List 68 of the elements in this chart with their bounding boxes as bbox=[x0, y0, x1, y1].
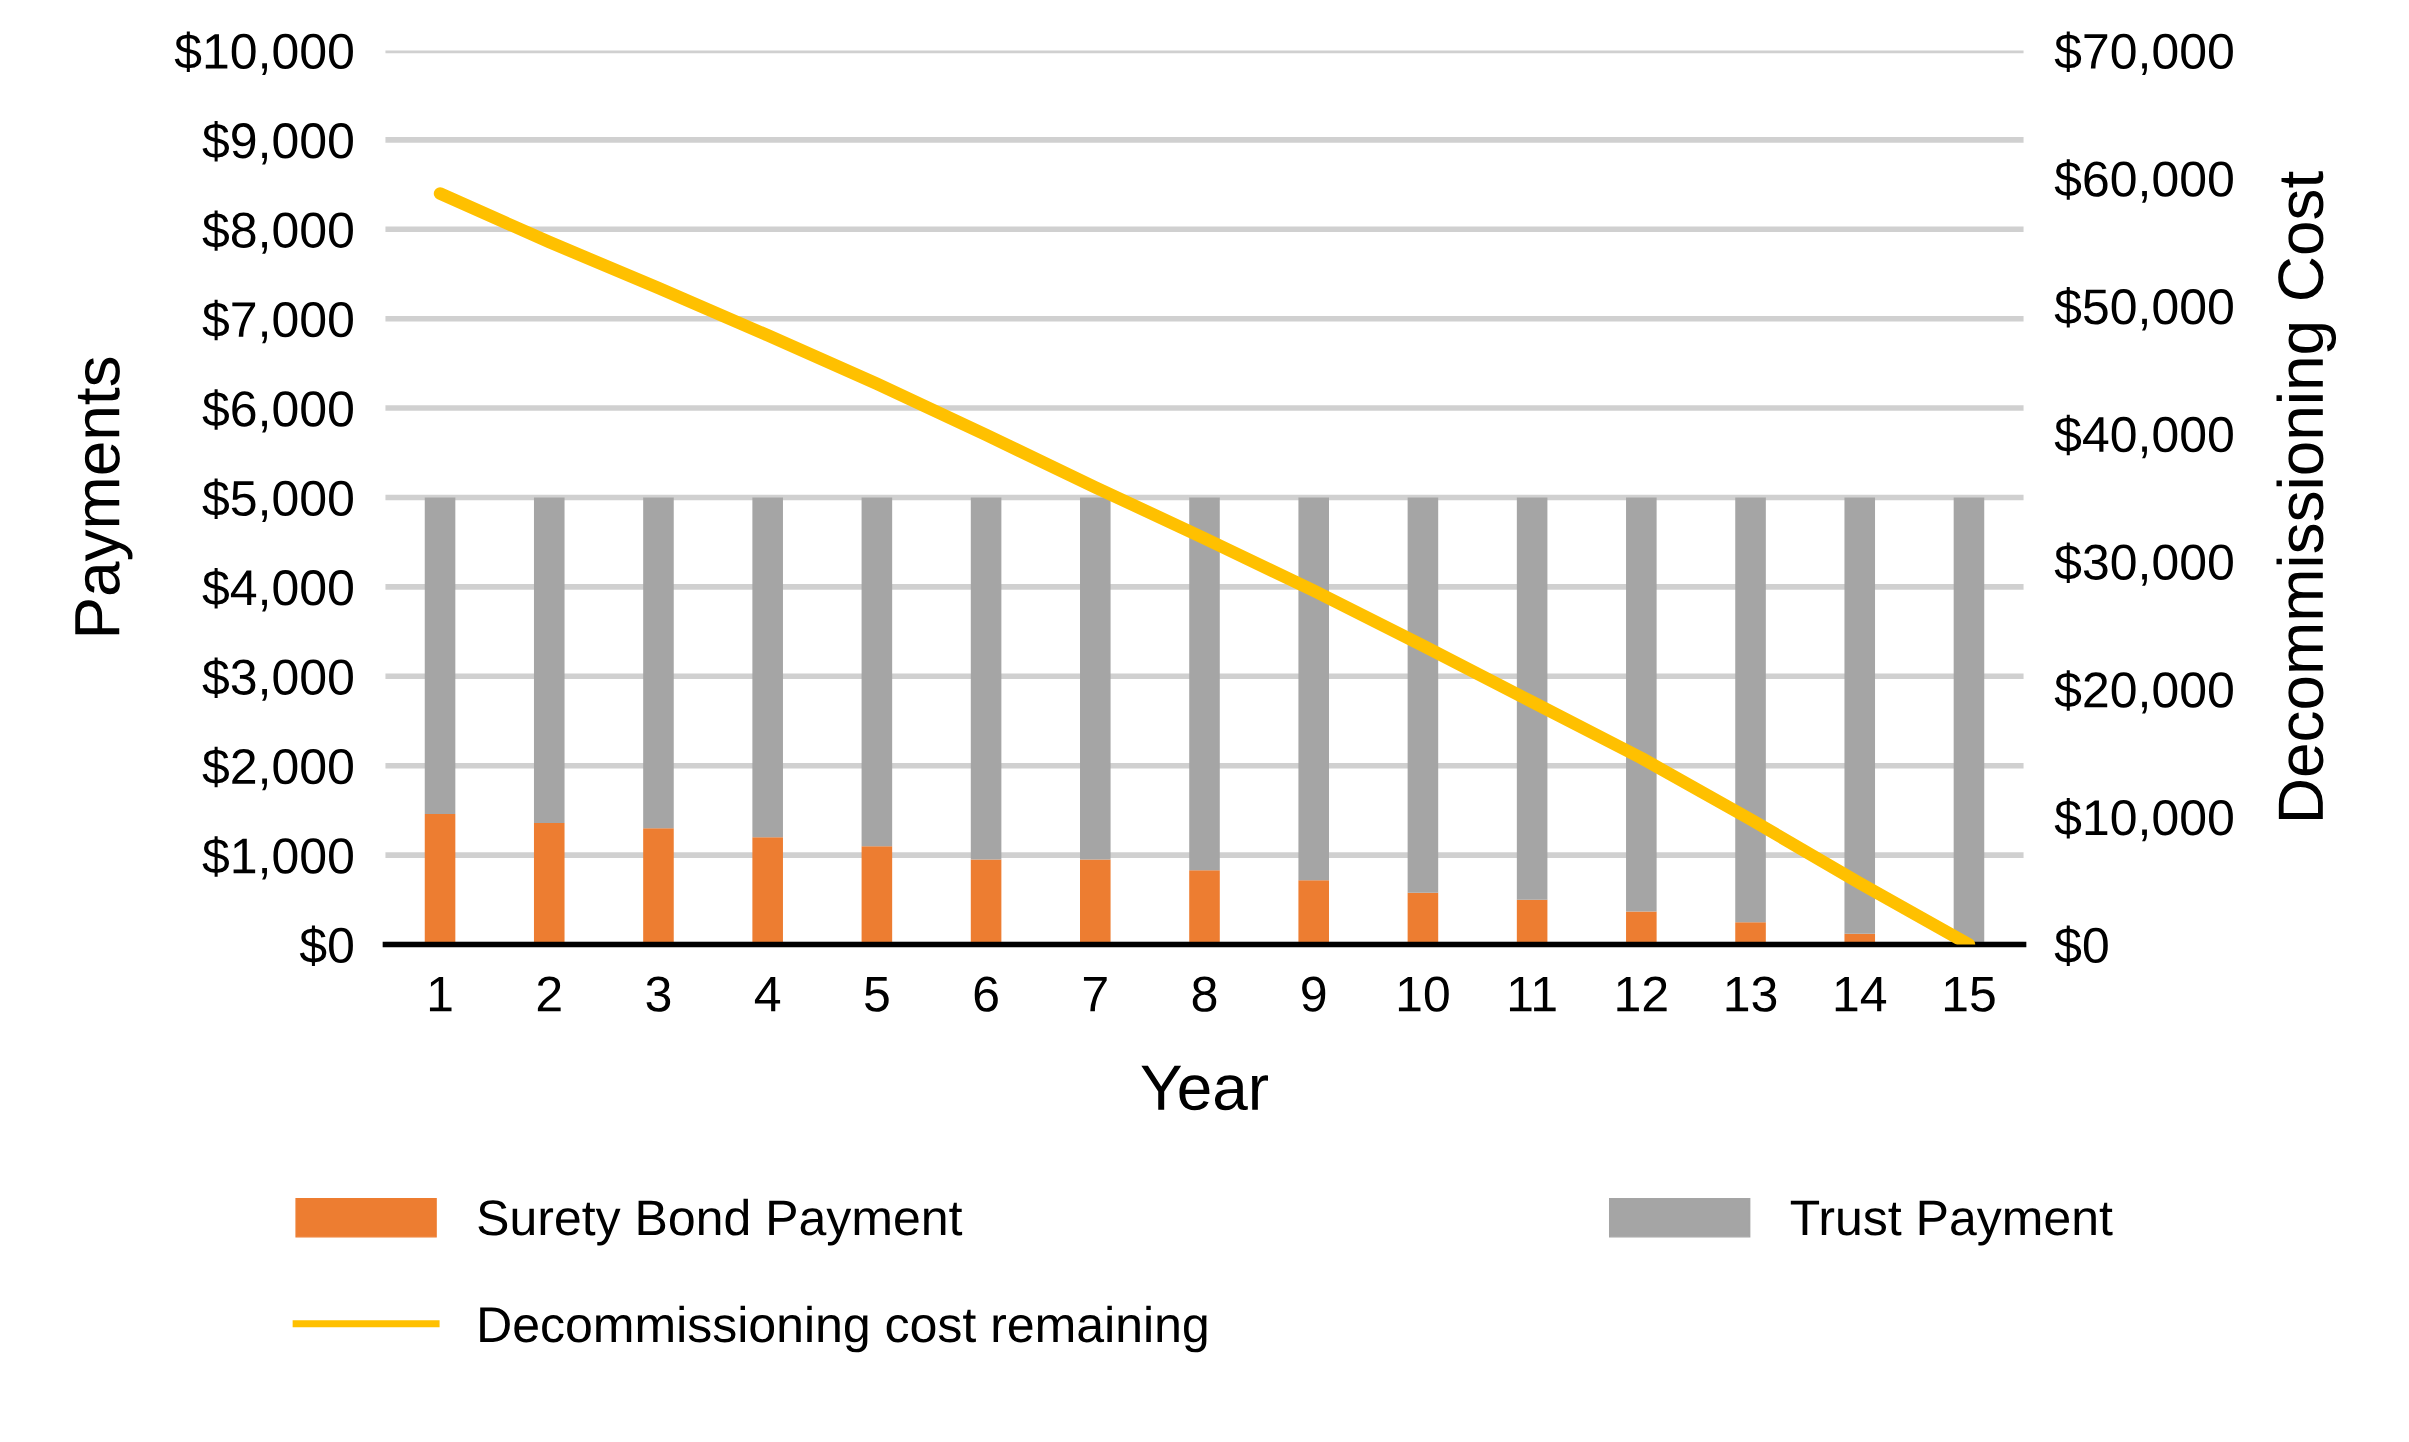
x-tick-label: 13 bbox=[1726, 976, 1777, 1012]
x-tick-label: 1 bbox=[429, 976, 452, 1012]
bar bbox=[1735, 497, 1766, 923]
bar bbox=[533, 497, 565, 823]
legend-label: Surety Bond Payment bbox=[478, 1198, 963, 1246]
bar bbox=[643, 497, 674, 829]
x-axis-title: Year bbox=[1141, 1065, 1268, 1111]
y-tick-label: $0 bbox=[299, 925, 353, 967]
x-tick-label: 3 bbox=[646, 976, 671, 1012]
legend-label: Trust Payment bbox=[1790, 1200, 2113, 1246]
x-tick-label: 10 bbox=[1398, 976, 1449, 1012]
bar bbox=[1516, 899, 1548, 945]
x-tick-label: 4 bbox=[754, 976, 781, 1012]
x-tick-label: 12 bbox=[1617, 976, 1667, 1012]
y-tick-label: $10,000 bbox=[174, 31, 353, 75]
x-tick-label: 5 bbox=[864, 976, 889, 1012]
bar bbox=[752, 837, 783, 945]
y2-tick-label: $60,000 bbox=[2054, 159, 2233, 203]
y-tick-label: $3,000 bbox=[202, 657, 353, 701]
x-tick-label: 6 bbox=[974, 976, 998, 1012]
y2-tick-label: $0 bbox=[2054, 925, 2108, 967]
bar bbox=[861, 497, 893, 847]
x-tick-label: 8 bbox=[1192, 976, 1217, 1012]
bar bbox=[1189, 497, 1220, 871]
bar bbox=[1844, 497, 1876, 934]
y2-tick-label: $30,000 bbox=[2054, 542, 2233, 586]
y-tick-label: $5,000 bbox=[202, 478, 353, 523]
x-tick-label: 9 bbox=[1302, 976, 1326, 1012]
x-tick-label: 11 bbox=[1509, 976, 1556, 1012]
x-tick-label: 14 bbox=[1835, 976, 1887, 1012]
bar bbox=[1735, 922, 1766, 945]
bar bbox=[861, 846, 893, 945]
bar bbox=[1407, 497, 1439, 893]
x-tick-label: 7 bbox=[1083, 976, 1107, 1012]
bar bbox=[643, 828, 674, 945]
y2-axis-title: Decommissioning Cost bbox=[2276, 171, 2337, 819]
y-tick-label: $9,000 bbox=[202, 120, 353, 165]
y-tick-label: $7,000 bbox=[202, 299, 353, 344]
bar bbox=[424, 813, 456, 945]
x-tick-label: 2 bbox=[537, 976, 561, 1012]
y-tick-label: $1,000 bbox=[202, 836, 353, 880]
bar bbox=[1080, 497, 1111, 860]
bar bbox=[1298, 497, 1329, 881]
bar bbox=[1080, 859, 1111, 945]
y-tick-label: $4,000 bbox=[202, 568, 353, 612]
bar bbox=[1407, 892, 1439, 945]
y-tick-label: $6,000 bbox=[202, 389, 353, 433]
legend-label: Decommissioning cost remaining bbox=[480, 1305, 1207, 1353]
bar bbox=[1626, 497, 1657, 912]
bar bbox=[970, 497, 1002, 860]
bar bbox=[752, 497, 783, 838]
y-tick-label: $2,000 bbox=[202, 746, 353, 791]
y-tick-label: $8,000 bbox=[202, 210, 353, 254]
y2-tick-label: $10,000 bbox=[2054, 797, 2233, 842]
y2-tick-label: $20,000 bbox=[2054, 670, 2233, 714]
y2-tick-label: $40,000 bbox=[2054, 414, 2233, 459]
bar bbox=[1626, 911, 1657, 945]
bar bbox=[1189, 870, 1220, 945]
bar bbox=[533, 822, 565, 945]
bar bbox=[424, 497, 456, 814]
y-axis-title: Payments bbox=[75, 357, 133, 635]
bar bbox=[1298, 880, 1329, 945]
x-tick-label: 15 bbox=[1944, 976, 1995, 1012]
bar bbox=[1953, 497, 1985, 945]
bar bbox=[1516, 497, 1548, 900]
y2-tick-label: $70,000 bbox=[2054, 31, 2233, 75]
y2-tick-label: $50,000 bbox=[2054, 287, 2233, 331]
bar bbox=[970, 859, 1002, 945]
